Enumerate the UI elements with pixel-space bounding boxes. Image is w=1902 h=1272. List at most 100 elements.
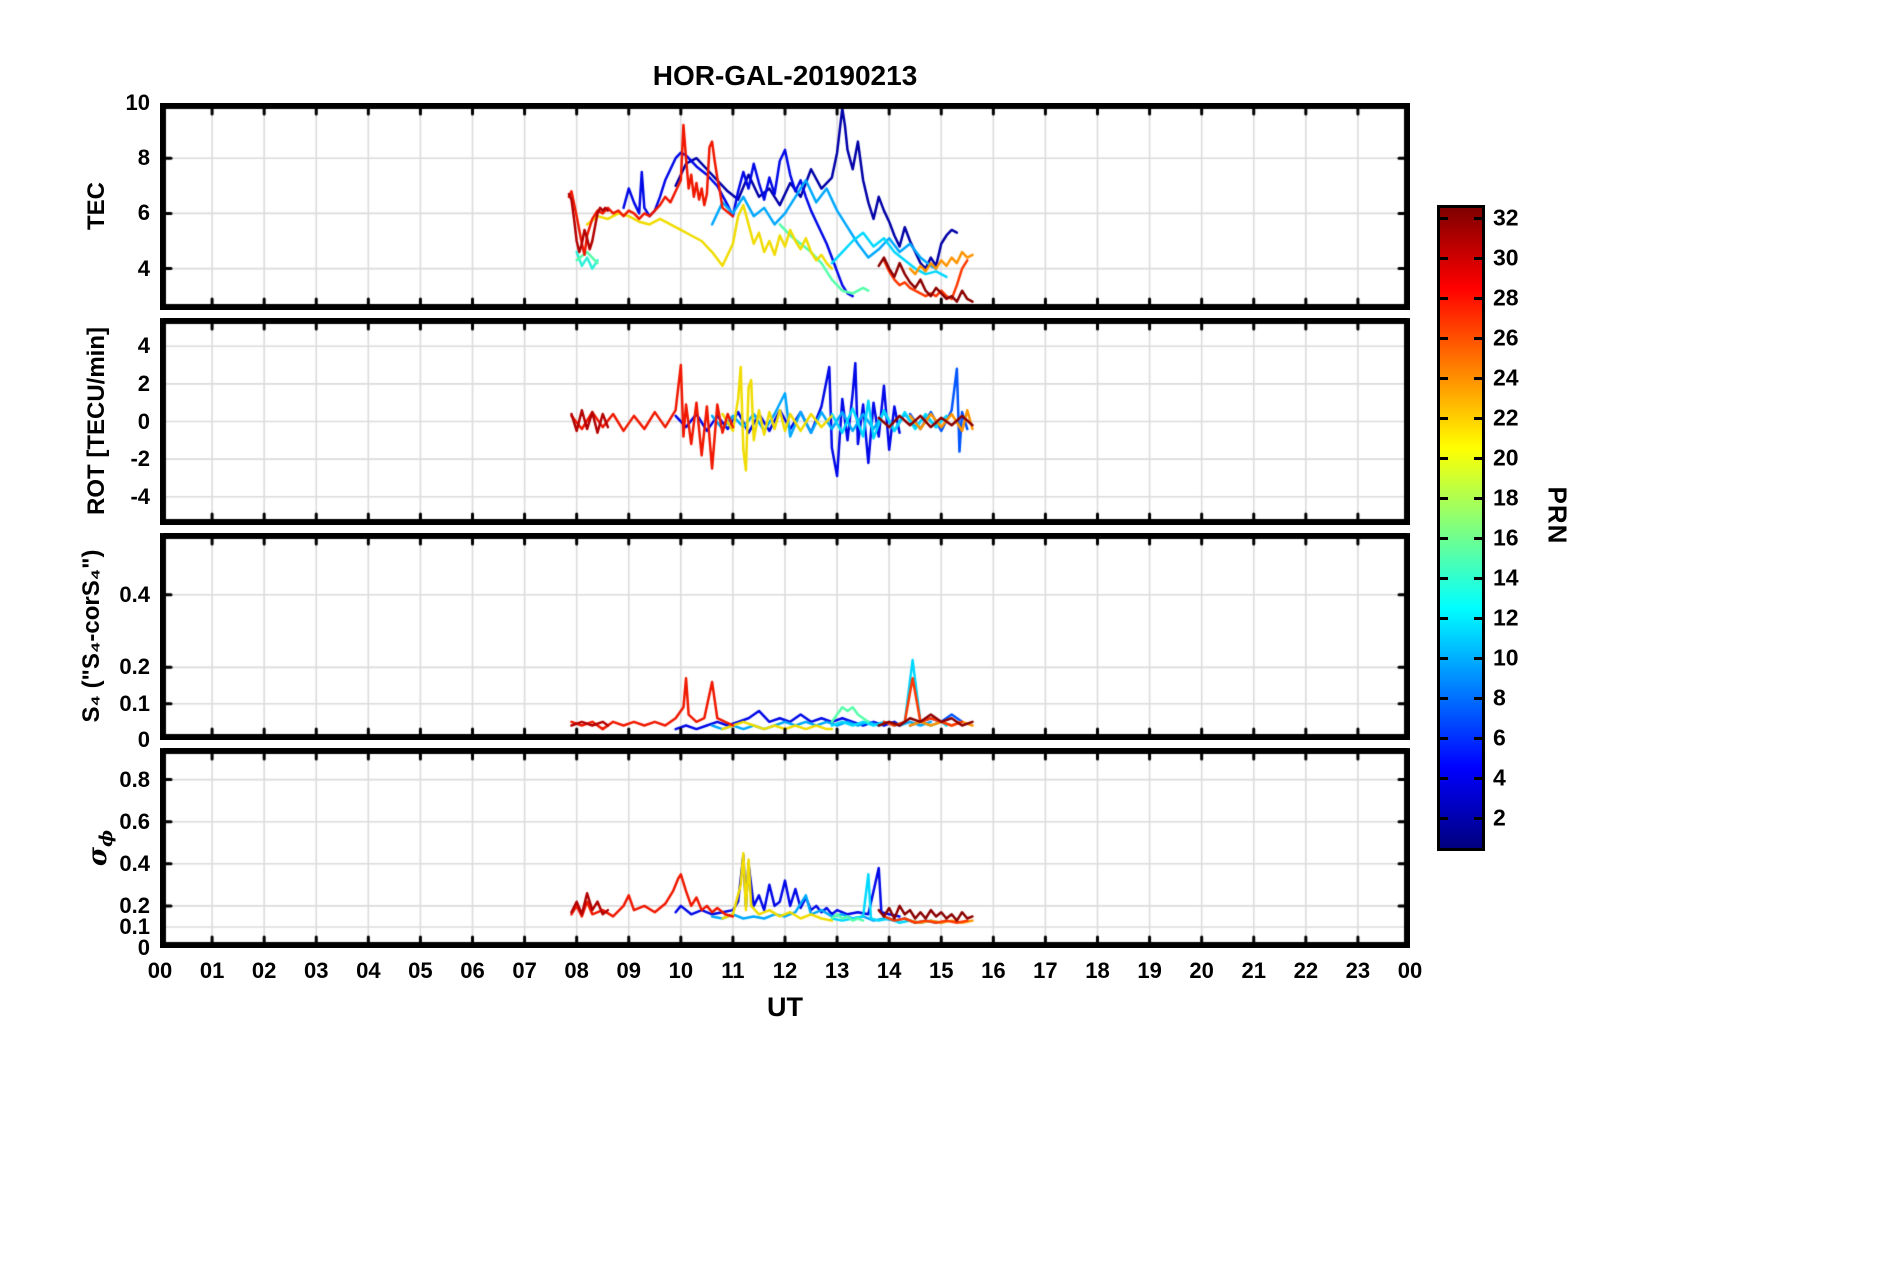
y-tick-label: 0.8 [119, 766, 150, 792]
colorbar-tick-mark [1440, 417, 1448, 420]
colorbar-tick-mark [1440, 777, 1448, 780]
y-tick-label: 0.1 [119, 690, 150, 716]
colorbar-tick-label: 22 [1493, 404, 1519, 431]
chart-title: HOR-GAL-20190213 [652, 60, 918, 91]
x-tick-label: 21 [1241, 958, 1266, 983]
colorbar-tick-mark [1474, 817, 1482, 820]
y-tick-label: 0.1 [119, 913, 150, 939]
colorbar-tick-mark [1474, 297, 1482, 300]
x-tick-label: 06 [460, 958, 485, 983]
x-tick-label: 14 [876, 958, 902, 983]
y-tick-label: 0.4 [119, 850, 150, 876]
colorbar-tick-mark [1440, 737, 1448, 740]
x-tick-label: 05 [408, 958, 433, 983]
x-tick-label: 01 [199, 958, 225, 983]
x-tick-label: 04 [356, 958, 381, 983]
colorbar-tick-label: 32 [1493, 204, 1519, 231]
colorbar-tick-mark [1440, 257, 1448, 260]
colorbar-tick-mark [1440, 817, 1448, 820]
x-tick-label: 16 [981, 958, 1006, 983]
x-tick-label: 22 [1293, 958, 1319, 983]
x-tick-label: 11 [721, 958, 745, 983]
x-tick-label: 17 [1033, 958, 1058, 983]
colorbar-tick-label: 26 [1493, 324, 1519, 351]
x-tick-label: 07 [512, 958, 537, 983]
colorbar-label: PRN [1542, 486, 1573, 545]
colorbar-tick-mark [1474, 417, 1482, 420]
x-tick-label: 23 [1345, 958, 1371, 983]
colorbar-tick-mark [1474, 617, 1482, 620]
colorbar-tick-label: 2 [1493, 804, 1506, 831]
y-tick-label: 0.2 [119, 892, 150, 918]
colorbar-tick-mark [1474, 697, 1482, 700]
y-tick-label: 6 [137, 200, 150, 226]
colorbar-tick-mark [1474, 497, 1482, 500]
y-tick-label: 4 [137, 255, 150, 281]
colorbar-tick-mark [1440, 297, 1448, 300]
x-tick-label: 13 [824, 958, 850, 983]
s4-panel [160, 533, 1410, 740]
x-tick-label: 03 [304, 958, 329, 983]
y-tick-label: 2 [137, 370, 150, 396]
colorbar-tick-label: 20 [1493, 444, 1519, 471]
x-tick-label: 02 [251, 958, 277, 983]
colorbar-tick-mark [1440, 217, 1448, 220]
x-tick-label: 20 [1189, 958, 1214, 983]
colorbar-tick-label: 18 [1493, 484, 1519, 511]
x-tick-label: 00 [147, 958, 173, 983]
y-tick-label: 0.6 [119, 808, 150, 834]
y-tick-label: 0 [137, 408, 150, 434]
colorbar-tick-label: 24 [1493, 364, 1519, 391]
colorbar-tick-mark [1474, 737, 1482, 740]
y-tick-label: 10 [125, 90, 150, 115]
y-tick-label: 0.2 [119, 654, 150, 680]
colorbar-tick-label: 8 [1493, 684, 1506, 711]
colorbar-tick-mark [1474, 337, 1482, 340]
colorbar-tick-label: 10 [1493, 644, 1519, 671]
colorbar-tick-mark [1440, 457, 1448, 460]
colorbar-tick-mark [1474, 577, 1482, 580]
colorbar-tick-label: 28 [1493, 284, 1519, 311]
y-tick-label: -2 [130, 446, 150, 472]
colorbar-tick-mark [1440, 377, 1448, 380]
x-tick-label: 08 [564, 958, 589, 983]
x-tick-label: 15 [929, 958, 954, 983]
colorbar-tick-mark [1474, 457, 1482, 460]
colorbar-tick-mark [1440, 657, 1448, 660]
x-tick-label: 12 [772, 958, 798, 983]
colorbar-tick-mark [1440, 337, 1448, 340]
colorbar-tick-mark [1474, 257, 1482, 260]
colorbar-tick-mark [1474, 217, 1482, 220]
colorbar-tick-mark [1440, 697, 1448, 700]
colorbar-tick-label: 14 [1493, 564, 1519, 591]
rot-panel [160, 318, 1410, 525]
colorbar-tick-mark [1474, 377, 1482, 380]
colorbar-tick-mark [1474, 537, 1482, 540]
x-tick-label: 19 [1137, 958, 1162, 983]
x-axis-label: UT [767, 992, 803, 1022]
prn-colorbar [1437, 205, 1485, 851]
colorbar-tick-label: 12 [1493, 604, 1519, 631]
y-tick-label: 0.4 [119, 581, 150, 607]
y-tick-label: 8 [137, 145, 150, 171]
y-tick-label: -4 [130, 483, 150, 509]
tec-panel [160, 103, 1410, 310]
x-tick-label: 00 [1397, 958, 1423, 983]
y-tick-label: 4 [137, 333, 150, 359]
x-tick-label: 09 [616, 958, 641, 983]
x-tick-label: 18 [1085, 958, 1110, 983]
colorbar-tick-mark [1440, 537, 1448, 540]
colorbar-tick-mark [1474, 777, 1482, 780]
colorbar-tick-label: 6 [1493, 724, 1506, 751]
y-tick-label: 0 [137, 727, 150, 752]
sigma-phi-panel [160, 748, 1410, 948]
colorbar-tick-label: 30 [1493, 244, 1519, 271]
colorbar-tick-mark [1474, 657, 1482, 660]
colorbar-tick-label: 4 [1493, 764, 1506, 791]
x-tick-label: 10 [668, 958, 694, 983]
y-tick-label: 0 [137, 935, 150, 960]
colorbar-tick-mark [1440, 577, 1448, 580]
colorbar-tick-mark [1440, 497, 1448, 500]
colorbar-tick-label: 16 [1493, 524, 1519, 551]
